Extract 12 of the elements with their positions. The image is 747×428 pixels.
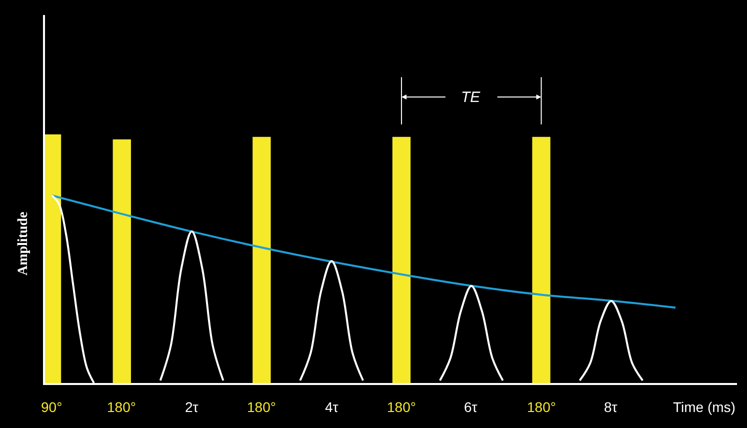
x-tick-label: 4τ [325, 399, 339, 415]
annotation: 180° [387, 399, 416, 415]
y-axis-title: Amplitude [16, 212, 32, 276]
x-tick-label: 8τ [604, 399, 618, 415]
text: TE [461, 89, 482, 106]
annotation: 180° [247, 399, 276, 415]
x-tick-label: 6τ [464, 399, 478, 415]
x-axis-title: Time (ms) [673, 399, 736, 415]
annotation: 90° [41, 399, 62, 415]
annotation: 180° [527, 399, 556, 415]
annotation: 180° [107, 399, 136, 415]
x-tick-label: 2τ [185, 399, 199, 415]
